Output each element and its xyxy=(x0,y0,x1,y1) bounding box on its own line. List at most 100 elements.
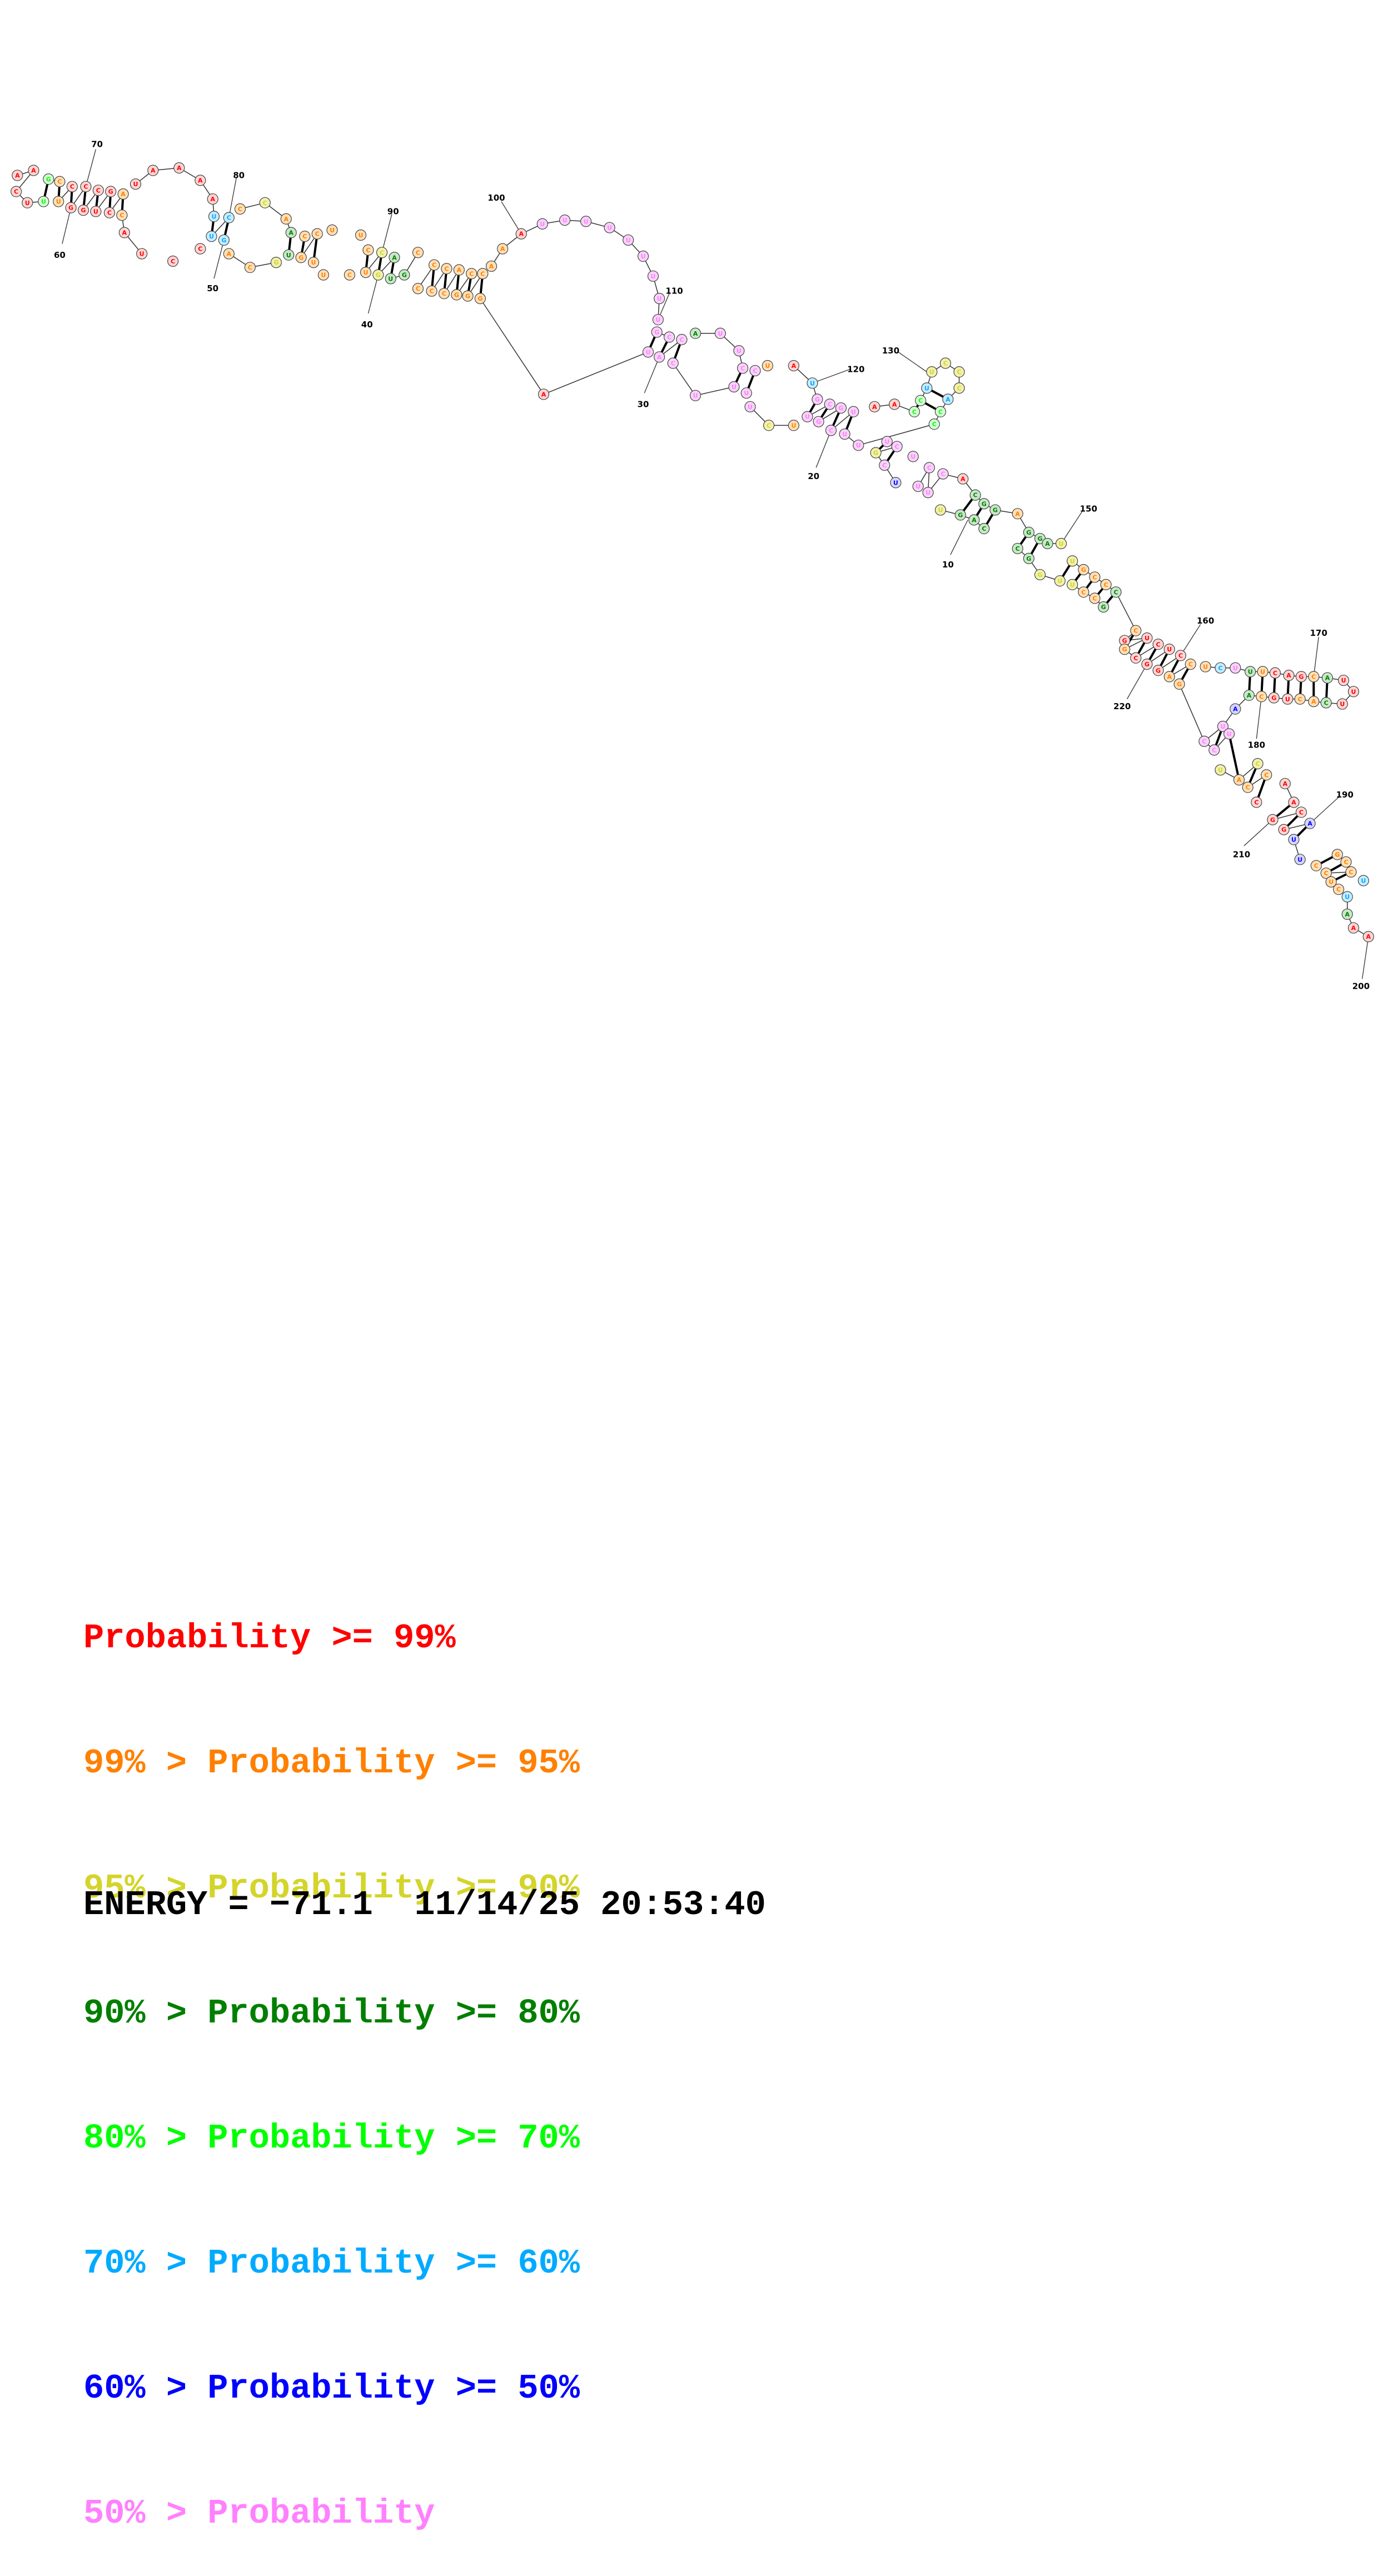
nucleotide-circle xyxy=(283,249,295,261)
nucleotide: A xyxy=(147,165,159,176)
nucleotide: U xyxy=(890,477,902,489)
timestamp: 11/14/25 20:53:40 xyxy=(414,1885,766,1925)
nucleotide: U xyxy=(689,390,702,401)
nucleotide: A xyxy=(689,327,702,339)
nucleotide: U xyxy=(733,345,745,357)
nucleotide-circle xyxy=(1130,652,1142,664)
nucleotide-base-letter: C xyxy=(96,187,101,194)
nucleotide-circle xyxy=(848,406,859,417)
nucleotide-base-letter: C xyxy=(1218,665,1222,672)
nucleotide: C xyxy=(1320,867,1332,879)
nucleotide-circle xyxy=(22,197,33,208)
nucleotide-base-letter: C xyxy=(671,360,675,367)
nucleotide: U xyxy=(652,314,664,326)
nucleotide-circle xyxy=(1357,875,1369,886)
nucleotide-base-letter: C xyxy=(932,421,937,428)
nucleotide-circle xyxy=(1336,698,1348,710)
nucleotide-base-letter: C xyxy=(302,233,307,240)
nucleotide-base-letter: C xyxy=(171,258,175,265)
legend-row-2: 99% > Probability >= 95% xyxy=(83,1742,580,1784)
nucleotide-base-letter: C xyxy=(248,264,252,271)
position-tick xyxy=(1361,936,1369,979)
nucleotide-base-letter: U xyxy=(737,347,742,355)
nucleotide-base-letter: U xyxy=(1260,669,1265,676)
nucleotide-base-letter: G xyxy=(1037,535,1042,542)
nucleotide-circle xyxy=(1308,671,1320,682)
nucleotide-base-letter: G xyxy=(454,291,459,298)
nucleotide: U xyxy=(1141,632,1153,644)
nucleotide-circle xyxy=(1310,860,1322,871)
nucleotide-base-letter: U xyxy=(1059,540,1064,547)
nucleotide: U xyxy=(839,428,850,440)
nucleotide-circle xyxy=(1067,579,1078,590)
nucleotide-base-letter: U xyxy=(744,390,749,397)
nucleotide-circle xyxy=(637,250,649,262)
nucleotide-base-letter: C xyxy=(1178,652,1183,659)
nucleotide-circle xyxy=(1251,796,1262,808)
nucleotide-base-letter: A xyxy=(1283,780,1288,788)
legend-prefix: 95% > xyxy=(83,1869,208,1908)
nucleotide: G xyxy=(1034,569,1046,581)
nucleotide-circle xyxy=(218,234,230,246)
nucleotide-circle xyxy=(438,288,450,300)
nucleotide-base-letter: A xyxy=(541,391,546,398)
nucleotide: G xyxy=(451,289,462,301)
nucleotide-base-letter: G xyxy=(1145,661,1150,668)
nucleotide: U xyxy=(802,411,813,422)
nucleotide: U xyxy=(90,206,102,217)
nucleotide-base-letter: A xyxy=(657,353,662,361)
nucleotide-circle xyxy=(651,326,663,338)
nucleotide: C xyxy=(1340,856,1352,868)
position-label: 30 xyxy=(638,399,649,409)
nucleotide-base-letter: C xyxy=(1344,859,1348,866)
nucleotide-base-letter: C xyxy=(430,288,434,295)
nucleotide: G xyxy=(954,509,966,521)
nucleotide-base-letter: A xyxy=(1345,911,1350,918)
nucleotide-base-letter: C xyxy=(1324,699,1329,706)
nucleotide: C xyxy=(749,365,761,377)
nucleotide-circle xyxy=(1230,703,1241,715)
nucleotide-circle xyxy=(1340,856,1352,868)
nucleotide-base-letter: U xyxy=(286,252,291,259)
nucleotide: C xyxy=(923,462,935,474)
legend-label: Probability >= 80% xyxy=(207,1994,580,2033)
nucleotide-circle xyxy=(441,263,452,275)
nucleotide-circle xyxy=(654,293,665,305)
nucleotide-circle xyxy=(1217,720,1229,733)
nucleotide: U xyxy=(762,360,773,372)
nucleotide: G xyxy=(870,447,882,459)
nucleotide-circle xyxy=(953,366,965,378)
nucleotide: G xyxy=(270,257,282,268)
nucleotide-circle xyxy=(744,401,756,412)
legend-label: Probability >= 50% xyxy=(207,2369,580,2408)
nucleotide: C xyxy=(234,203,246,215)
nucleotide-base-letter: C xyxy=(442,290,446,297)
nucleotide: G xyxy=(1267,814,1278,825)
nucleotide: U xyxy=(1230,662,1241,674)
nucleotide-base-letter: G xyxy=(1122,646,1127,653)
nucleotide: A xyxy=(869,401,880,412)
nucleotide-base-letter: U xyxy=(388,275,393,282)
nucleotide-circle xyxy=(1141,658,1153,670)
position-label: 120 xyxy=(847,365,864,375)
nucleotide-circle xyxy=(1321,672,1334,684)
nucleotide-circle xyxy=(978,498,990,510)
nucleotide: C xyxy=(1185,658,1196,670)
nucleotide-circle xyxy=(362,244,374,256)
nucleotide-base-letter: U xyxy=(938,507,943,514)
position-tick xyxy=(1127,664,1148,700)
nucleotide-circle xyxy=(515,228,527,240)
nucleotide-base-letter: G xyxy=(376,272,381,279)
nucleotide-circle xyxy=(173,162,185,174)
nucleotide-base-letter: C xyxy=(263,200,267,207)
nucleotide-circle xyxy=(968,514,980,526)
nucleotide-base-letter: U xyxy=(25,200,30,207)
position-label: 180 xyxy=(1248,740,1265,750)
nucleotide: U xyxy=(1257,666,1268,677)
nucleotide-circle xyxy=(1175,650,1186,661)
nucleotide-circle xyxy=(65,202,77,213)
nucleotide: G xyxy=(835,402,847,414)
nucleotide-circle xyxy=(1283,670,1295,681)
position-label: 80 xyxy=(233,171,245,181)
